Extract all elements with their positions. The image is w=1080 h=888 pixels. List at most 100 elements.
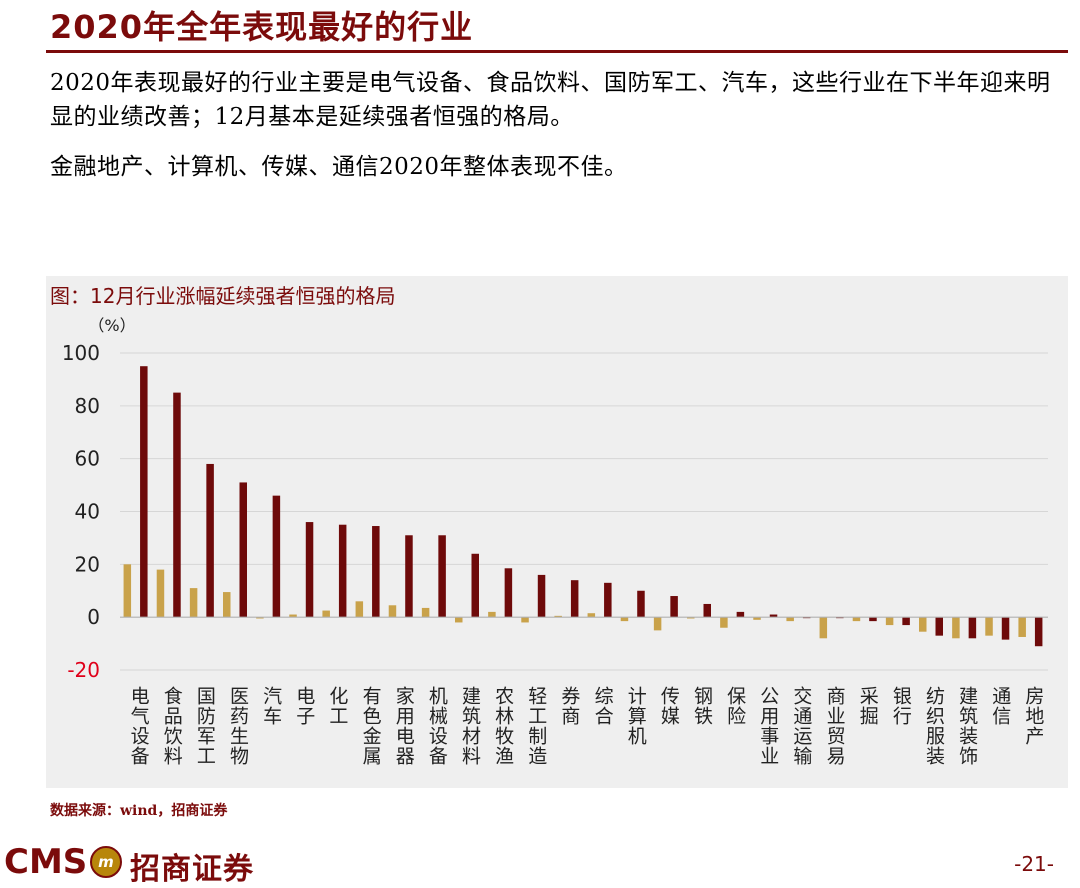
page-number: -21- (1014, 852, 1054, 876)
bar-series-2 (570, 580, 579, 618)
x-tick-label: 钢铁 (691, 686, 713, 726)
bar-series-1 (885, 617, 894, 626)
bar-series-1 (289, 614, 297, 618)
summary-paragraph: 2020年表现最好的行业主要是电气设备、食品饮料、国防军工、汽车，这些行业在下半… (50, 70, 1051, 130)
y-tick-label: 0 (87, 605, 100, 629)
x-tick-label: 国防军工 (194, 686, 216, 766)
bar-series-1 (123, 564, 132, 618)
x-tick-label: 食品饮料 (161, 686, 183, 766)
bar-series-1 (388, 605, 397, 618)
bar-series-1 (952, 617, 960, 639)
bar-series-2 (1001, 617, 1010, 640)
x-tick-label: 纺织服装 (923, 686, 945, 766)
x-tick-label: 机械设备 (426, 686, 448, 766)
x-tick-label: 房地产 (1022, 686, 1044, 746)
bar-series-2 (504, 568, 513, 618)
y-axis-unit-label: （%） (88, 316, 135, 335)
bar-series-1 (620, 617, 629, 622)
x-tick-label: 采掘 (857, 686, 879, 726)
x-tick-label: 综合 (592, 686, 614, 726)
bar-series-1 (687, 617, 695, 619)
bar-series-2 (239, 482, 247, 618)
bar-series-1 (156, 569, 165, 618)
bar-series-1 (521, 617, 529, 623)
logo-company-name: 招商证券 (130, 852, 254, 887)
bar-series-1 (488, 611, 496, 618)
x-tick-label: 有色金属 (360, 686, 382, 766)
bar-series-1 (587, 613, 596, 618)
bar-series-1 (919, 617, 927, 632)
bar-series-2 (637, 590, 645, 618)
x-tick-label: 建筑材料 (459, 686, 481, 766)
bar-series-1 (189, 588, 198, 618)
bar-series-2 (405, 535, 413, 618)
x-tick-label: 电气设备 (128, 686, 150, 766)
x-tick-label: 建筑装饰 (956, 686, 978, 766)
bar-series-2 (604, 582, 612, 618)
x-tick-label: 交通运输 (790, 686, 812, 766)
bar-series-2 (471, 553, 479, 618)
y-tick-label: -20 (67, 658, 100, 682)
bar-series-2 (173, 392, 181, 618)
bar-series-1 (223, 592, 231, 618)
bar-series-2 (272, 495, 281, 618)
bar-series-1 (322, 610, 330, 618)
x-tick-label: 通信 (989, 686, 1011, 726)
bar-series-2 (935, 617, 943, 636)
bar-series-1 (720, 617, 728, 628)
bar-series-2 (140, 366, 148, 618)
y-tick-label: 40 (75, 500, 100, 524)
bar-series-1 (985, 617, 993, 636)
bar-series-2 (869, 617, 877, 622)
bar-series-2 (206, 463, 214, 618)
x-tick-label: 轻工制造 (525, 686, 547, 766)
bar-series-2 (769, 614, 778, 618)
x-tick-label: 农林牧渔 (492, 686, 514, 766)
bar-series-1 (852, 617, 861, 622)
x-tick-label: 医药生物 (227, 686, 249, 766)
bar-series-2 (372, 526, 380, 618)
x-tick-label: 银行 (890, 686, 912, 726)
bar-series-1 (554, 615, 562, 618)
logo-cms-text: CMS (4, 842, 88, 882)
page-title: 2020年全年表现最好的行业 (50, 8, 474, 46)
y-tick-label: 100 (62, 341, 100, 365)
bar-series-1 (355, 601, 364, 618)
x-tick-label: 汽车 (260, 686, 282, 726)
chart-title: 图：12月行业涨幅延续强者恒强的格局 (50, 284, 396, 308)
chart-panel (46, 276, 1068, 788)
bar-series-1 (753, 617, 761, 620)
bar-series-1 (653, 617, 662, 631)
x-tick-label: 保险 (724, 686, 746, 726)
x-tick-label: 电子 (293, 686, 315, 726)
x-tick-label: 商业贸易 (824, 686, 846, 766)
x-tick-label: 计算机 (625, 686, 647, 746)
bar-series-1 (819, 617, 828, 639)
bar-series-2 (537, 574, 546, 618)
logo-emblem-icon: m (90, 846, 122, 878)
title-divider (46, 50, 1068, 53)
bar-series-2 (1034, 617, 1043, 647)
bar-series-1 (421, 607, 430, 618)
y-tick-label: 20 (75, 552, 100, 576)
bar-series-2 (902, 617, 910, 626)
data-source: 数据来源：wind，招商证券 (50, 803, 228, 819)
x-tick-label: 传媒 (658, 686, 680, 726)
y-tick-label: 60 (75, 447, 100, 471)
summary-paragraph-2: 金融地产、计算机、传媒、通信2020年整体表现不佳。 (50, 154, 628, 180)
bar-series-1 (786, 617, 794, 622)
bar-series-2 (670, 596, 678, 618)
bar-series-1 (256, 617, 264, 619)
bar-series-2 (736, 611, 745, 618)
bar-series-2 (438, 535, 446, 618)
y-tick-label: 80 (75, 394, 100, 418)
bar-series-2 (305, 522, 314, 618)
x-tick-label: 化工 (326, 686, 348, 726)
bar-series-2 (338, 524, 347, 618)
bar-series-2 (968, 617, 977, 639)
company-logo: CMS m 招商证券 (4, 842, 274, 887)
x-tick-label: 公用事业 (757, 686, 779, 766)
x-tick-label: 券商 (558, 686, 580, 726)
bar-series-1 (1018, 617, 1026, 637)
